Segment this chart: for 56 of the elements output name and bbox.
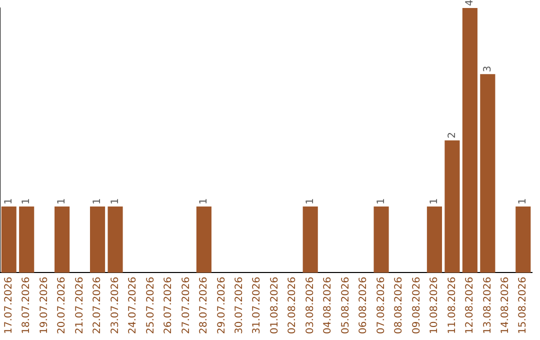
x-tick-label: 04.08.2026 — [322, 276, 334, 334]
x-tick-label: 15.08.2026 — [518, 276, 529, 334]
data-label: 1 — [304, 198, 316, 205]
data-label: 4 — [464, 0, 476, 6]
x-tick-label: 08.08.2026 — [394, 276, 405, 334]
x-tick-label: 10.08.2026 — [429, 276, 440, 334]
bar — [108, 206, 123, 273]
x-tick-label: 11.08.2026 — [446, 276, 458, 334]
data-label: 1 — [56, 198, 68, 205]
x-tick-label: 20.07.2026 — [56, 276, 68, 334]
x-tick-label: 31.07.2026 — [252, 276, 263, 334]
data-label: 1 — [92, 198, 104, 205]
x-tick-label: 19.07.2026 — [38, 276, 50, 334]
data-label: 1 — [429, 198, 440, 205]
x-tick-label: 09.08.2026 — [411, 276, 422, 334]
bar — [302, 206, 318, 273]
bar — [196, 206, 212, 273]
x-tick-label: 23.07.2026 — [110, 276, 121, 334]
data-label: 2 — [446, 132, 458, 138]
x-tick-label: 27.07.2026 — [180, 276, 192, 334]
x-tick-label: 02.08.2026 — [287, 276, 298, 334]
x-tick-label: 25.07.2026 — [145, 276, 156, 334]
x-tick-label: 01.08.2026 — [269, 276, 280, 334]
bar — [516, 206, 531, 273]
data-label: 1 — [21, 198, 32, 205]
bar — [462, 8, 478, 273]
bar — [90, 206, 106, 273]
x-tick-label: 13.08.2026 — [482, 276, 494, 334]
data-label: 1 — [110, 198, 121, 205]
x-tick-label: 18.07.2026 — [21, 276, 32, 334]
data-label: 1 — [3, 198, 14, 205]
data-label: 3 — [482, 66, 494, 72]
bar — [480, 74, 496, 273]
data-label: 1 — [518, 198, 529, 205]
x-tick-label: 17.07.2026 — [3, 276, 14, 334]
bar — [1, 206, 16, 273]
x-tick-label: 24.07.2026 — [128, 276, 139, 334]
x-tick-label: 14.08.2026 — [500, 276, 511, 334]
x-tick-label: 26.07.2026 — [163, 276, 174, 334]
x-tick-label: 05.08.2026 — [340, 276, 352, 334]
x-tick-label: 06.08.2026 — [358, 276, 370, 334]
bar — [426, 206, 442, 273]
bar — [54, 206, 70, 273]
bar — [444, 140, 460, 273]
x-tick-label: 12.08.2026 — [464, 276, 476, 334]
x-tick-label: 07.08.2026 — [376, 276, 387, 334]
x-tick-label: 29.07.2026 — [216, 276, 228, 334]
bar — [19, 206, 34, 273]
x-tick-label: 22.07.2026 — [92, 276, 104, 334]
x-tick-label: 28.07.2026 — [198, 276, 210, 334]
data-label: 1 — [198, 198, 210, 205]
data-label: 1 — [376, 198, 387, 205]
x-tick-label: 03.08.2026 — [304, 276, 316, 334]
x-tick-label: 30.07.2026 — [234, 276, 245, 334]
x-tick-label: 21.07.2026 — [74, 276, 86, 334]
bar — [374, 206, 389, 273]
